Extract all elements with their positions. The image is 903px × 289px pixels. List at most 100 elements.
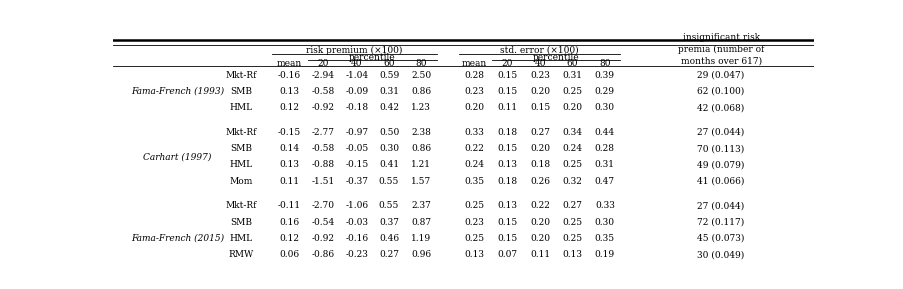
Text: -0.16: -0.16: [278, 71, 301, 80]
Text: 0.25: 0.25: [464, 234, 484, 243]
Text: 0.15: 0.15: [530, 103, 550, 112]
Text: 72 (0.117): 72 (0.117): [697, 218, 744, 227]
Text: Mkt-Rf: Mkt-Rf: [225, 128, 256, 137]
Text: 0.15: 0.15: [497, 144, 517, 153]
Text: 0.55: 0.55: [378, 201, 399, 210]
Text: percentile: percentile: [532, 53, 579, 62]
Text: mean: mean: [276, 59, 302, 68]
Text: 0.25: 0.25: [562, 234, 582, 243]
Text: 0.11: 0.11: [279, 177, 299, 186]
Text: 0.27: 0.27: [562, 201, 582, 210]
Text: -1.51: -1.51: [312, 177, 334, 186]
Text: 30 (0.049): 30 (0.049): [697, 250, 744, 259]
Text: -0.58: -0.58: [312, 144, 334, 153]
Text: insignificant risk
premia (number of
months over 617): insignificant risk premia (number of mon…: [677, 33, 763, 66]
Text: 20: 20: [501, 59, 513, 68]
Text: 0.07: 0.07: [497, 250, 517, 259]
Text: 0.20: 0.20: [530, 234, 550, 243]
Text: 0.13: 0.13: [464, 250, 484, 259]
Text: -0.74: -0.74: [0, 288, 1, 289]
Text: 40: 40: [350, 59, 362, 68]
Text: 0.21: 0.21: [0, 288, 1, 289]
Text: 0.29: 0.29: [0, 288, 1, 289]
Text: 0.17: 0.17: [0, 288, 1, 289]
Text: -0.03: -0.03: [345, 218, 368, 227]
Text: 60: 60: [566, 59, 578, 68]
Text: 0.12: 0.12: [279, 103, 299, 112]
Text: 0.21: 0.21: [0, 288, 1, 289]
Text: 0.29: 0.29: [594, 87, 614, 96]
Text: 0.47: 0.47: [594, 177, 614, 186]
Text: RMW: RMW: [228, 250, 254, 259]
Text: 0.32: 0.32: [562, 177, 582, 186]
Text: 0.33: 0.33: [464, 128, 484, 137]
Text: 0.15: 0.15: [497, 87, 517, 96]
Text: 0.25: 0.25: [464, 201, 484, 210]
Text: 0.42: 0.42: [378, 103, 398, 112]
Text: -0.11: -0.11: [278, 201, 301, 210]
Text: 0.22: 0.22: [530, 201, 550, 210]
Text: HML: HML: [229, 160, 253, 169]
Text: -2.94: -2.94: [312, 71, 334, 80]
Text: Carhart (1997): Carhart (1997): [143, 152, 211, 161]
Text: 0.23: 0.23: [530, 71, 550, 80]
Text: percentile: percentile: [349, 53, 396, 62]
Text: -0.58: -0.58: [312, 87, 334, 96]
Text: mean: mean: [461, 59, 487, 68]
Text: 0.12: 0.12: [279, 234, 299, 243]
Text: Mkt-Rf: Mkt-Rf: [225, 201, 256, 210]
Text: 0.33: 0.33: [594, 201, 614, 210]
Text: 0.39: 0.39: [594, 71, 614, 80]
Text: 0.27: 0.27: [378, 250, 398, 259]
Text: 0.13: 0.13: [279, 160, 299, 169]
Text: 0.13: 0.13: [279, 87, 299, 96]
Text: 80: 80: [415, 59, 426, 68]
Text: 0.20: 0.20: [464, 103, 484, 112]
Text: 0.24: 0.24: [562, 144, 582, 153]
Text: 0.15: 0.15: [497, 234, 517, 243]
Text: 0.20: 0.20: [530, 218, 550, 227]
Text: 0.13: 0.13: [0, 288, 1, 289]
Text: 29 (0.047): 29 (0.047): [697, 71, 744, 80]
Text: HML: HML: [229, 234, 253, 243]
Text: Fama-French (2015): Fama-French (2015): [131, 234, 224, 243]
Text: -0.17: -0.17: [0, 288, 1, 289]
Text: 0.23: 0.23: [464, 218, 484, 227]
Text: std. error (×100): std. error (×100): [499, 46, 578, 55]
Text: 0.08: 0.08: [0, 288, 1, 289]
Text: 0.27: 0.27: [530, 128, 550, 137]
Text: 0.37: 0.37: [378, 218, 398, 227]
Text: 20: 20: [317, 59, 329, 68]
Text: -2.77: -2.77: [312, 128, 334, 137]
Text: 0.31: 0.31: [594, 160, 614, 169]
Text: 0.59: 0.59: [378, 71, 399, 80]
Text: 0.20: 0.20: [530, 144, 550, 153]
Text: 0.55: 0.55: [378, 177, 399, 186]
Text: Fama-French (1993): Fama-French (1993): [131, 87, 224, 96]
Text: 0.18: 0.18: [530, 160, 550, 169]
Text: SMB: SMB: [230, 144, 252, 153]
Text: 0.25: 0.25: [562, 160, 582, 169]
Text: 0.86: 0.86: [411, 144, 431, 153]
Text: 0.35: 0.35: [0, 288, 1, 289]
Text: -1.06: -1.06: [345, 201, 368, 210]
Text: 0.50: 0.50: [378, 128, 399, 137]
Text: SMB: SMB: [230, 218, 252, 227]
Text: 0.24: 0.24: [464, 160, 484, 169]
Text: 0.26: 0.26: [530, 177, 550, 186]
Text: -0.18: -0.18: [345, 103, 368, 112]
Text: 0.25: 0.25: [562, 218, 582, 227]
Text: Mom: Mom: [229, 177, 253, 186]
Text: 27 (0.044): 27 (0.044): [697, 201, 744, 210]
Text: 1.57: 1.57: [411, 177, 431, 186]
Text: 0.25: 0.25: [562, 87, 582, 96]
Text: 0.30: 0.30: [378, 144, 398, 153]
Text: 0.15: 0.15: [497, 218, 517, 227]
Text: 40: 40: [534, 59, 545, 68]
Text: 41 (0.066): 41 (0.066): [696, 177, 744, 186]
Text: 0.20: 0.20: [562, 103, 582, 112]
Text: 0.11: 0.11: [530, 250, 550, 259]
Text: 0.18: 0.18: [497, 177, 517, 186]
Text: 2.37: 2.37: [411, 201, 431, 210]
Text: -2.70: -2.70: [312, 201, 334, 210]
